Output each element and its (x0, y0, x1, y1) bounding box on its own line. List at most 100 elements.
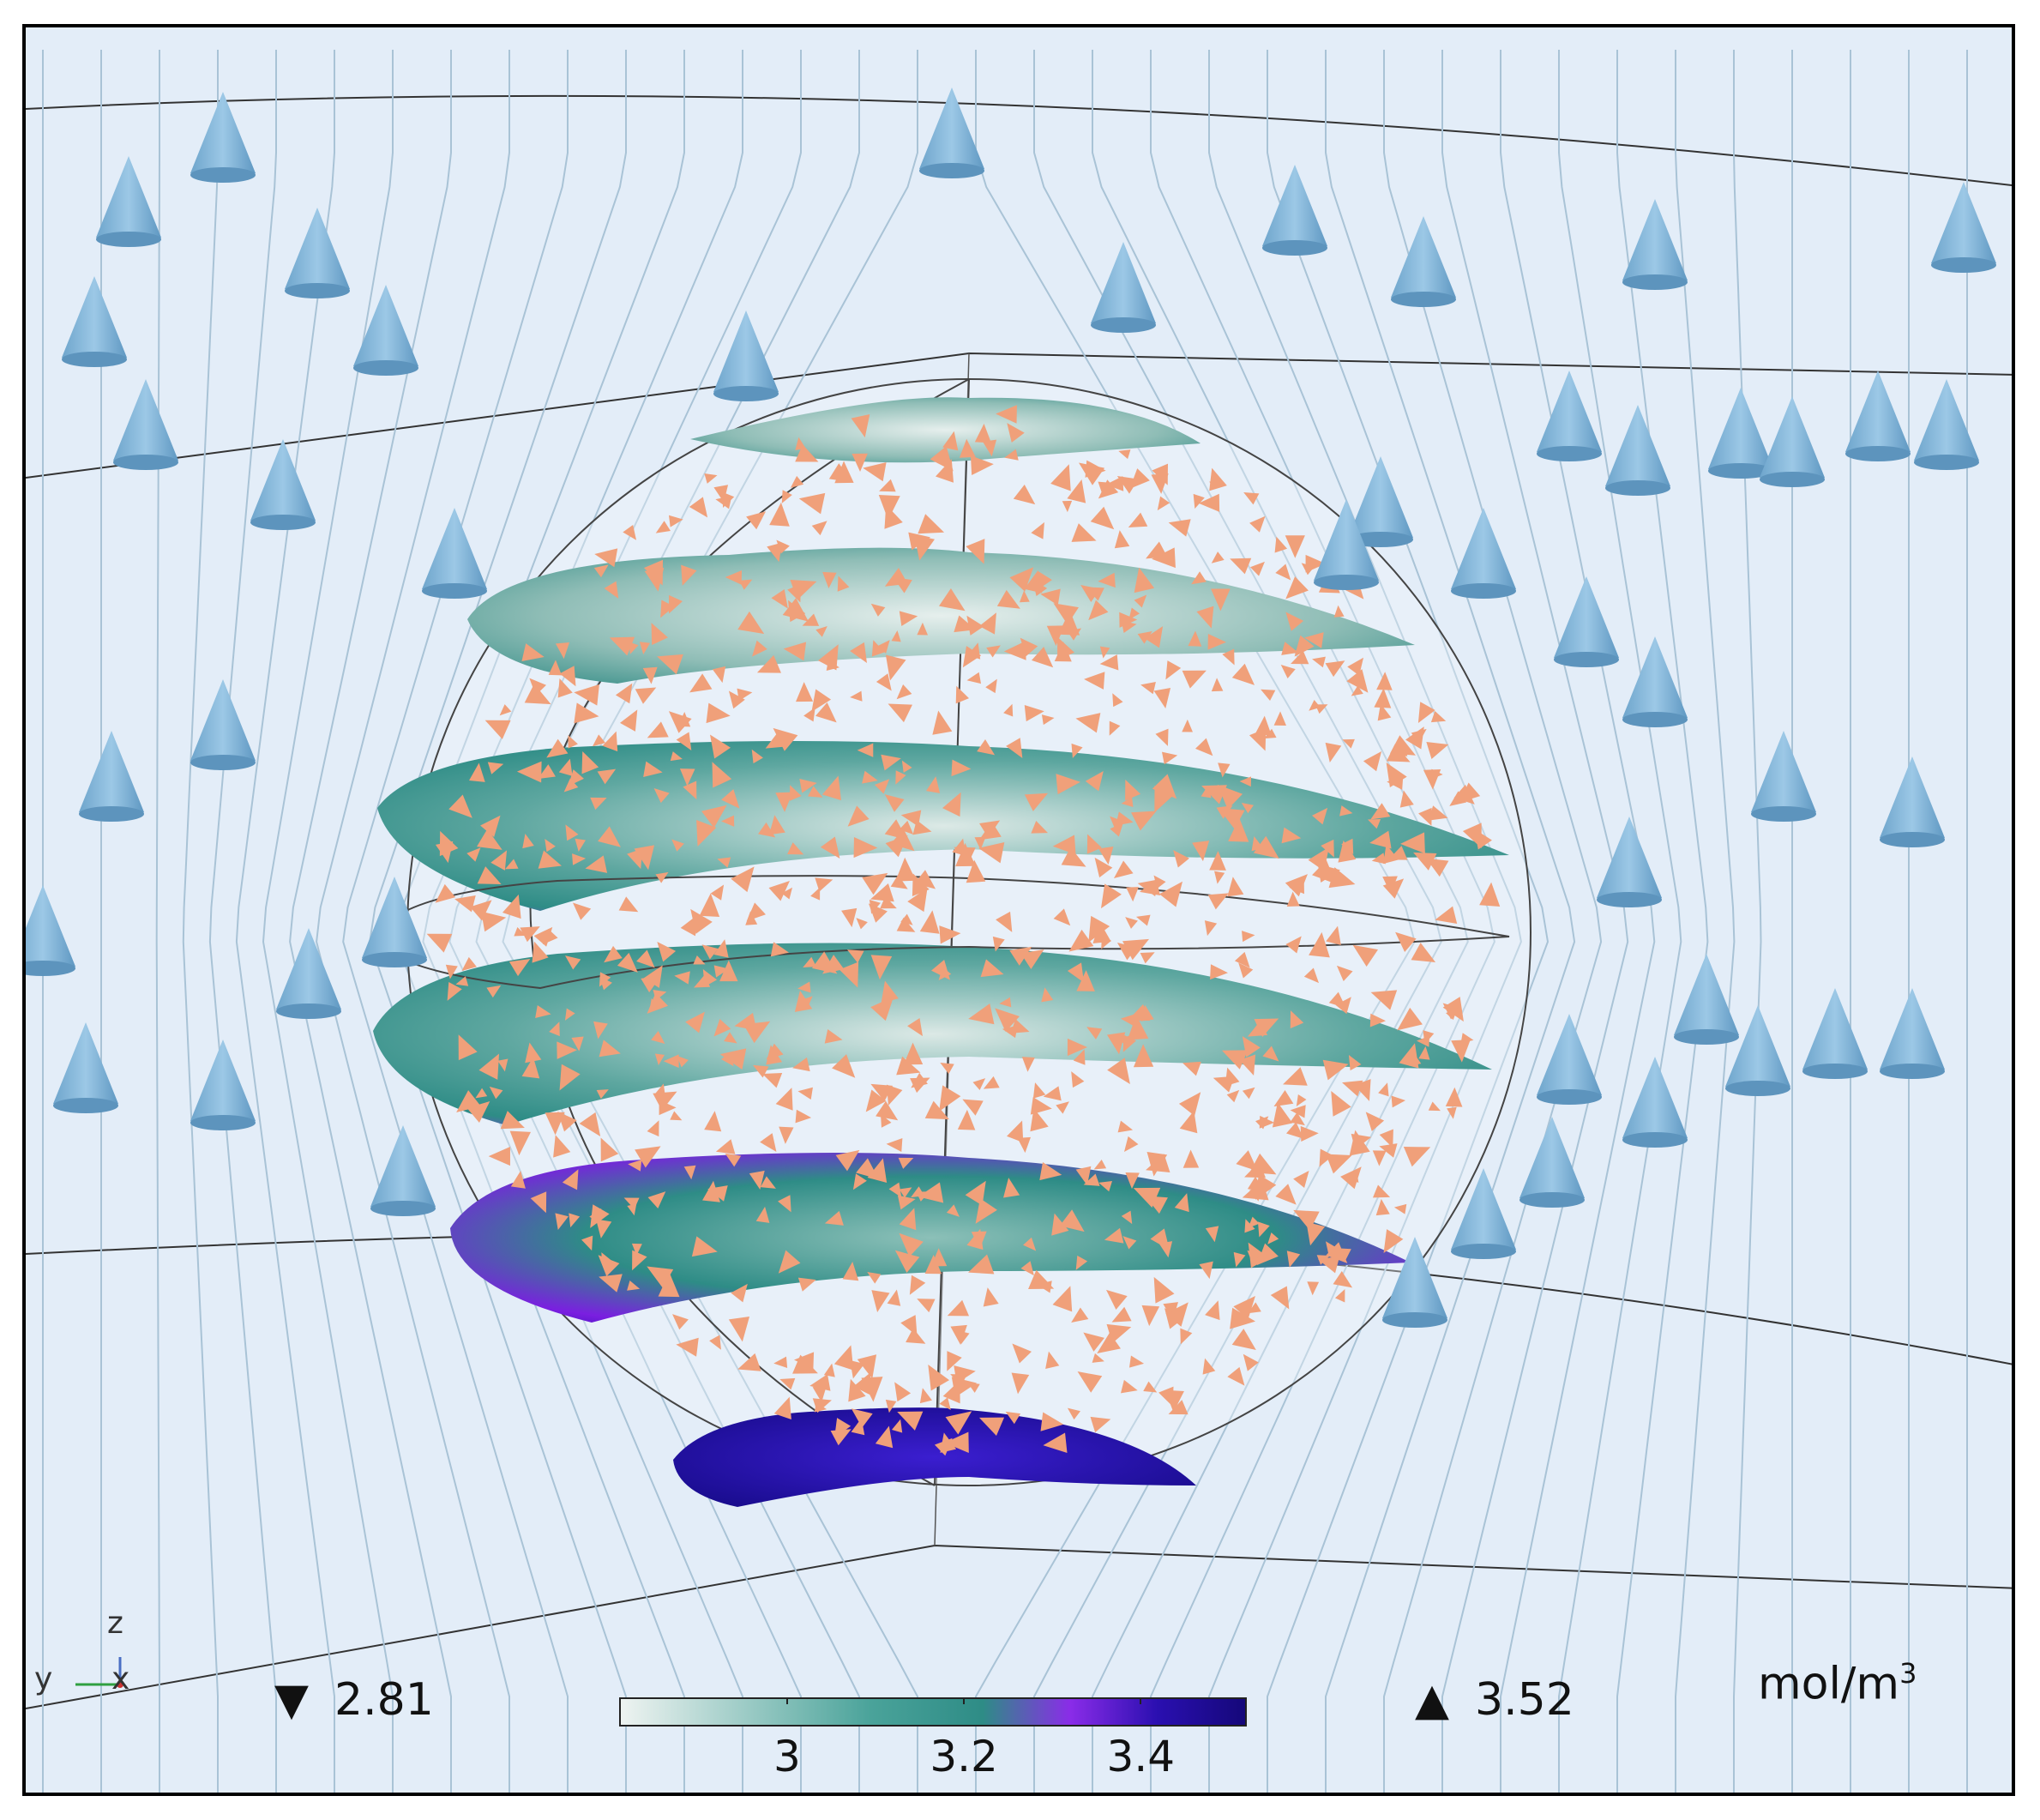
particle-cone (627, 1203, 637, 1216)
streamline (155, 50, 160, 1793)
particle-cone (881, 980, 899, 1003)
particle-cone (815, 702, 837, 723)
particle-cone (767, 542, 782, 563)
particle-cone (746, 902, 766, 922)
flow-cone-icon (1931, 182, 1996, 273)
particle-cone (1188, 630, 1202, 647)
particle-cone (1128, 512, 1148, 528)
particle-cone (824, 1210, 844, 1226)
particle-cone (1134, 594, 1147, 608)
particle-cone (1098, 1181, 1112, 1192)
particle-cone (1371, 853, 1386, 865)
particle-cone (870, 883, 894, 902)
particle-cone (1202, 1358, 1216, 1375)
particle-cone (1182, 670, 1207, 689)
particle-cone (1165, 1302, 1188, 1327)
particle-cone (865, 1089, 887, 1112)
particle-cone (790, 579, 817, 600)
particle-cone (1226, 1089, 1240, 1103)
particle-cone (1110, 816, 1125, 831)
particle-cone (1097, 1332, 1121, 1353)
particle-cone (720, 815, 735, 827)
unit-label: mol/m3 (1758, 1657, 1917, 1709)
particle-cone (725, 1153, 742, 1167)
particle-cone (620, 709, 638, 732)
particle-cone (1137, 631, 1152, 644)
particle-cone (1154, 786, 1175, 813)
particle-cone (1213, 1076, 1235, 1093)
particle-cone (1273, 711, 1286, 726)
particle-cone (542, 928, 558, 945)
particle-cone (1088, 600, 1109, 621)
particle-cone (755, 1206, 770, 1223)
particle-cone (1099, 654, 1119, 671)
particle-cone (1369, 830, 1392, 849)
flow-cone-icon (1725, 1005, 1790, 1096)
particle-cone (1004, 449, 1019, 461)
particle-cone (894, 1250, 920, 1273)
particle-cone (1379, 1129, 1393, 1148)
particle-cone (769, 502, 790, 527)
particle-cone (1267, 1232, 1279, 1244)
streamlines (42, 50, 1968, 1793)
particle-cone (766, 1045, 783, 1065)
particle-cone (846, 949, 864, 963)
particle-cone (1241, 802, 1255, 814)
particle-cone (980, 959, 1004, 978)
particle-cone (1294, 635, 1315, 657)
particle-cone (644, 567, 665, 592)
particle-cone (1325, 660, 1345, 678)
particle-cone (1377, 703, 1392, 721)
streamline (1325, 50, 1576, 1793)
particle-cone (945, 1411, 972, 1435)
particle-cone (663, 1054, 679, 1069)
particle-cone (1010, 1019, 1030, 1034)
particle-cone (466, 847, 481, 862)
particle-cone (1370, 803, 1391, 820)
colorbar-tick-label: 3 (773, 1732, 801, 1781)
particle-cone (481, 911, 507, 932)
particle-cone (1347, 657, 1364, 676)
particle-cone (1006, 738, 1023, 759)
particle-cone (1209, 851, 1226, 871)
particle-cone (1451, 1040, 1471, 1063)
particle-cone (912, 819, 932, 835)
particle-cone (1056, 1101, 1069, 1114)
particle-cone (1325, 1241, 1338, 1255)
particle-cone (599, 1274, 623, 1293)
particle-cone (1399, 790, 1414, 808)
particle-cone (1338, 840, 1357, 863)
particle-cone (862, 770, 878, 784)
particle-cone (629, 642, 639, 654)
particle-cone (564, 1008, 575, 1021)
particle-cone (671, 839, 684, 852)
particle-cone (851, 1418, 865, 1436)
particle-cone (565, 824, 579, 841)
particle-cone (1430, 710, 1447, 723)
particle-cone (895, 770, 906, 785)
particle-cone (1270, 1286, 1290, 1310)
particle-cone (907, 888, 928, 913)
particle-cone (967, 642, 981, 660)
particle-cone (1231, 1329, 1256, 1350)
particle-cone (959, 438, 976, 458)
particle-cone (713, 939, 729, 958)
particle-cone (853, 1372, 871, 1395)
particle-cone (1374, 688, 1392, 708)
particle-cone (1195, 738, 1213, 756)
particle-cone (651, 1031, 665, 1044)
particle-cone (942, 792, 961, 817)
particle-cone (737, 1353, 761, 1371)
particle-cone (1369, 1013, 1387, 1028)
particle-cone (1106, 1323, 1132, 1343)
particle-cone (1326, 925, 1341, 945)
particle-cone (966, 859, 986, 883)
particle-cone (996, 405, 1017, 424)
particle-cone (1024, 792, 1049, 811)
particle-cone (1059, 1209, 1085, 1232)
particle-cone (600, 1137, 619, 1162)
particle-cone (1035, 571, 1052, 592)
particle-cone (701, 944, 719, 960)
particle-cone (738, 579, 753, 590)
particle-cone (834, 461, 854, 484)
